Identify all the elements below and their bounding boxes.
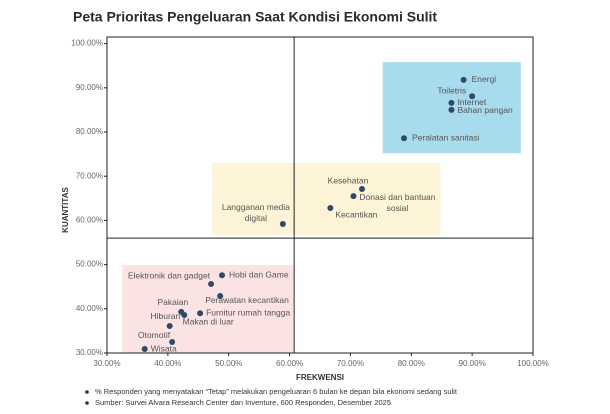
x-axis-title: FREKWENSI (296, 373, 344, 382)
point-label: Hiburan (151, 311, 181, 321)
zone (212, 162, 441, 235)
y-tick-label: 80.00% (76, 127, 103, 136)
point-label: Toiletris (437, 85, 466, 95)
point-label: Donasi dan bantuan sosial (359, 192, 435, 213)
bullet (85, 390, 89, 394)
point (460, 76, 467, 83)
y-tick-label: 100.00% (71, 39, 103, 48)
y-tick-label: 90.00% (76, 83, 103, 92)
point (217, 292, 224, 299)
point-label: Furnitur rumah tangga (206, 307, 290, 317)
point (350, 193, 357, 200)
point-label: Elektronik dan gadget (128, 270, 211, 280)
point (448, 106, 455, 113)
y-tick-label: 50.00% (76, 260, 103, 269)
point (141, 346, 148, 353)
x-tick-label: 70.00% (337, 359, 364, 368)
point-label: Perawatan kecantikan (205, 295, 289, 305)
x-tick-label: 80.00% (398, 359, 425, 368)
y-tick-label: 30.00% (76, 348, 103, 357)
y-tick-label: 40.00% (76, 304, 103, 313)
point-label: Peralatan sanitasi (412, 132, 480, 142)
point-label: Wisata (151, 343, 177, 353)
point-label: Internet (457, 97, 486, 107)
point (197, 310, 204, 317)
x-tick-label: 40.00% (154, 359, 181, 368)
point (208, 281, 215, 288)
x-tick-label: 100.00% (517, 359, 549, 368)
x-tick-label: 60.00% (276, 359, 303, 368)
zone (122, 265, 294, 353)
chart-title: Peta Prioritas Pengeluaran Saat Kondisi … (73, 9, 437, 25)
y-tick-label: 60.00% (76, 216, 103, 225)
plot-frame (106, 36, 534, 354)
x-tick-label: 30.00% (93, 359, 120, 368)
point-label: Makan di luar (183, 316, 234, 326)
point-label: Hobi dan Game (229, 269, 289, 279)
label-line: Langganan media (222, 202, 290, 212)
point (181, 311, 188, 318)
point (327, 205, 334, 212)
note: % Responden yang menyatakan “Tetap” mela… (95, 387, 458, 396)
y-axis-title: KUANTITAS (61, 187, 70, 233)
point (219, 272, 226, 279)
point (358, 186, 365, 193)
point-label: Langganan media digital (222, 202, 290, 223)
point-label: Kesehatan (328, 175, 369, 185)
point (448, 99, 455, 106)
point (400, 135, 407, 142)
point-label: Otomotif (138, 330, 171, 340)
point-label: Energi (472, 74, 497, 84)
point (166, 323, 173, 330)
note: Sumber: Survei Alvara Research Center da… (95, 398, 391, 407)
label-line: digital (245, 213, 267, 223)
point-label: Bahan pangan (457, 105, 513, 115)
bullet (85, 401, 89, 405)
point (169, 338, 176, 345)
x-tick-label: 90.00% (459, 359, 486, 368)
point (469, 93, 476, 100)
x-tick-label: 50.00% (215, 359, 242, 368)
label-line: Donasi dan bantuan (359, 192, 435, 202)
point (279, 220, 286, 227)
label-line: sosial (387, 203, 409, 213)
y-tick-label: 70.00% (76, 171, 103, 180)
point-label: Pakaian (158, 297, 189, 307)
point-label: Kecantikan (335, 209, 377, 219)
